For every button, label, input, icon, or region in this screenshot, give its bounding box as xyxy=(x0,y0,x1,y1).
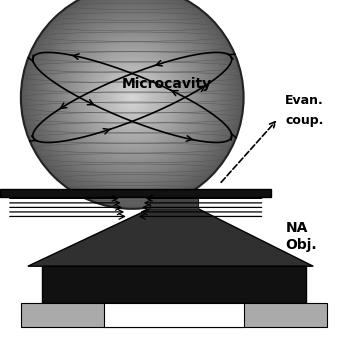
Circle shape xyxy=(67,32,197,163)
Circle shape xyxy=(121,86,143,109)
Circle shape xyxy=(99,64,166,131)
Circle shape xyxy=(69,34,195,160)
Circle shape xyxy=(65,31,199,164)
Circle shape xyxy=(54,19,210,175)
Circle shape xyxy=(43,8,221,187)
Circle shape xyxy=(128,94,136,101)
Circle shape xyxy=(84,49,181,146)
Circle shape xyxy=(88,53,177,142)
Text: NA: NA xyxy=(285,221,308,235)
Circle shape xyxy=(104,70,160,125)
Text: Microcavity: Microcavity xyxy=(122,77,212,90)
Circle shape xyxy=(93,58,171,136)
Circle shape xyxy=(77,42,188,153)
Circle shape xyxy=(28,0,236,201)
Circle shape xyxy=(116,81,149,114)
Circle shape xyxy=(56,21,208,174)
Circle shape xyxy=(95,60,169,135)
Circle shape xyxy=(50,16,214,179)
Circle shape xyxy=(38,3,227,192)
Circle shape xyxy=(117,82,147,112)
Circle shape xyxy=(89,55,175,140)
Text: coup.: coup. xyxy=(285,113,324,127)
Circle shape xyxy=(80,46,184,149)
Circle shape xyxy=(73,38,192,157)
Circle shape xyxy=(30,0,234,199)
Circle shape xyxy=(25,0,240,205)
Bar xyxy=(104,303,244,327)
Circle shape xyxy=(110,75,155,120)
Text: Obj.: Obj. xyxy=(285,238,317,252)
Circle shape xyxy=(106,71,158,124)
Bar xyxy=(0,189,271,197)
Circle shape xyxy=(75,40,190,155)
Bar xyxy=(150,193,198,209)
Text: Evan.: Evan. xyxy=(285,94,324,108)
Circle shape xyxy=(130,96,134,99)
Polygon shape xyxy=(28,209,313,266)
Circle shape xyxy=(101,66,164,129)
Circle shape xyxy=(127,92,138,103)
Circle shape xyxy=(32,0,232,198)
Circle shape xyxy=(53,18,212,177)
Circle shape xyxy=(34,0,231,196)
Circle shape xyxy=(45,10,220,185)
Circle shape xyxy=(21,0,244,209)
Circle shape xyxy=(78,44,186,151)
Circle shape xyxy=(97,62,167,133)
Circle shape xyxy=(123,88,142,107)
Circle shape xyxy=(86,51,179,144)
Circle shape xyxy=(71,36,193,159)
Circle shape xyxy=(62,27,203,168)
Circle shape xyxy=(47,12,218,183)
Bar xyxy=(21,303,327,327)
Circle shape xyxy=(108,73,156,121)
Circle shape xyxy=(103,68,162,127)
Circle shape xyxy=(60,25,205,170)
Circle shape xyxy=(41,7,223,188)
Circle shape xyxy=(49,14,216,181)
Circle shape xyxy=(23,0,242,207)
Circle shape xyxy=(82,47,182,148)
Bar xyxy=(42,266,306,303)
Circle shape xyxy=(114,79,151,116)
Circle shape xyxy=(64,29,201,166)
Circle shape xyxy=(125,90,140,105)
Circle shape xyxy=(119,85,145,110)
Circle shape xyxy=(26,0,238,203)
Circle shape xyxy=(92,57,173,138)
Circle shape xyxy=(58,23,206,172)
Circle shape xyxy=(36,1,229,194)
Circle shape xyxy=(39,5,225,190)
Circle shape xyxy=(112,77,153,118)
